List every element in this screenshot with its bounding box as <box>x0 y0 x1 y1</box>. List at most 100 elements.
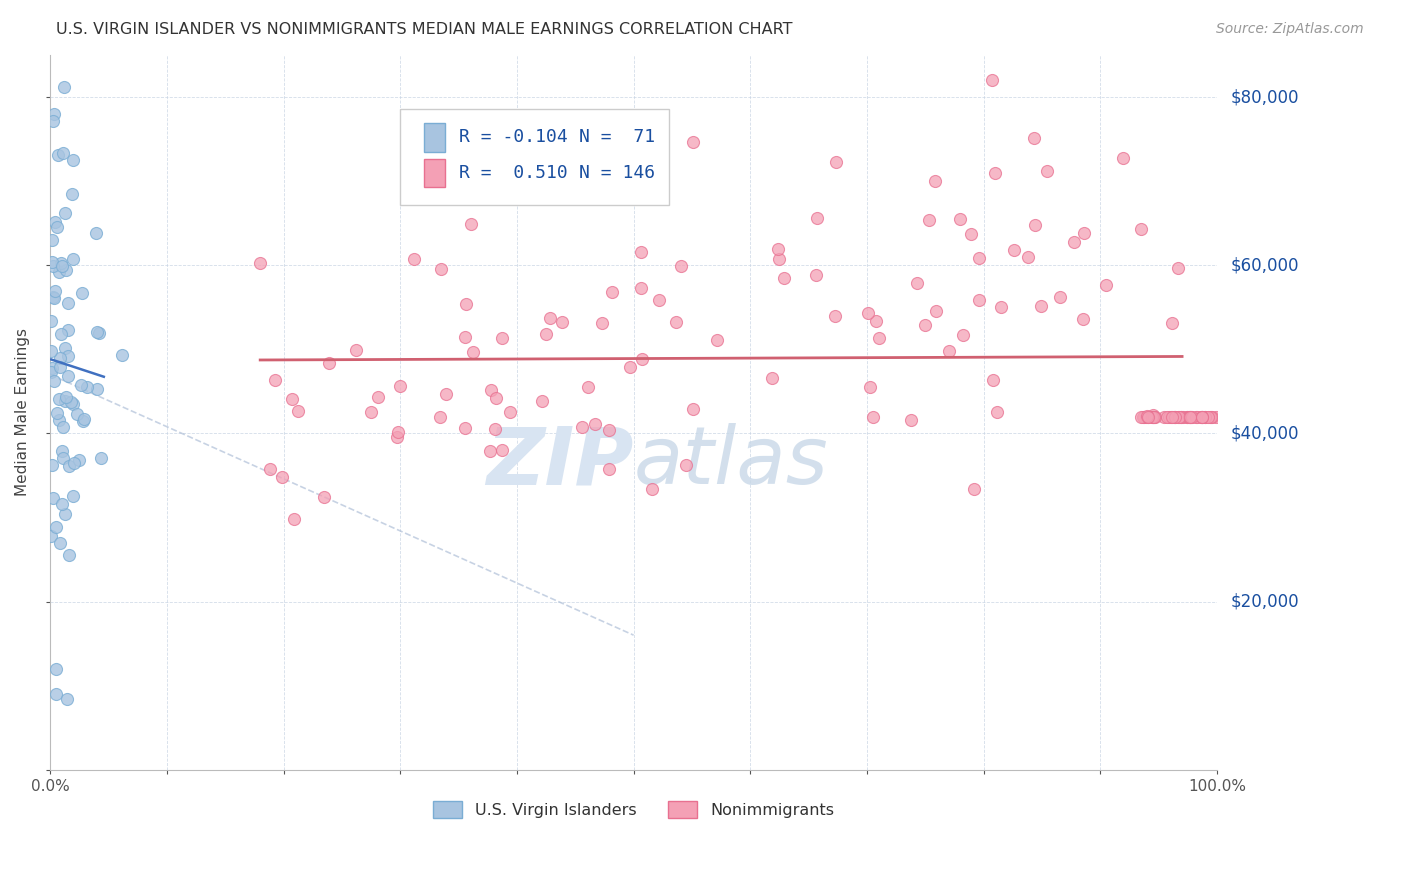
Point <box>42 114 65 128</box>
Point <box>952 327 974 342</box>
Point <box>858 306 880 320</box>
Point <box>499 405 522 419</box>
Point <box>461 345 484 359</box>
Point <box>1160 409 1182 424</box>
Point <box>56 323 79 337</box>
Point <box>766 243 789 257</box>
FancyBboxPatch shape <box>401 109 669 205</box>
Point <box>619 359 641 374</box>
Point <box>1178 409 1201 424</box>
Text: $40,000: $40,000 <box>1232 425 1299 442</box>
Point <box>264 373 287 387</box>
Point <box>641 482 664 496</box>
Point <box>1194 409 1216 424</box>
Point <box>571 419 593 434</box>
Point <box>49 256 72 270</box>
Point <box>72 414 94 428</box>
Point <box>1197 409 1219 424</box>
Point <box>967 293 990 307</box>
Point <box>600 285 623 299</box>
Point <box>1143 409 1166 424</box>
Point <box>824 310 846 324</box>
Point <box>344 343 367 357</box>
Point <box>1142 408 1164 422</box>
Point <box>1201 409 1223 424</box>
Point <box>1175 409 1198 424</box>
Point <box>387 430 409 444</box>
Point <box>682 135 704 149</box>
Point <box>478 443 501 458</box>
Point <box>583 417 606 432</box>
Point <box>45 220 67 235</box>
Point <box>1185 409 1208 424</box>
Point <box>1191 409 1213 424</box>
Point <box>280 392 302 406</box>
Point <box>53 205 76 219</box>
Point <box>1002 243 1025 257</box>
Point <box>55 263 77 277</box>
Point <box>41 360 63 375</box>
Point <box>1130 409 1153 424</box>
Point <box>491 443 513 458</box>
Point <box>1017 250 1039 264</box>
Point <box>84 226 107 240</box>
Point <box>1130 222 1153 236</box>
Point <box>51 259 73 273</box>
Point <box>924 173 946 187</box>
Point <box>51 497 73 511</box>
Point <box>825 155 848 169</box>
Point <box>1132 409 1154 424</box>
Point <box>63 456 86 470</box>
Point <box>59 394 82 409</box>
Point <box>1137 409 1160 424</box>
Point <box>89 326 111 340</box>
Text: U.S. VIRGIN ISLANDER VS NONIMMIGRANTS MEDIAN MALE EARNINGS CORRELATION CHART: U.S. VIRGIN ISLANDER VS NONIMMIGRANTS ME… <box>56 22 793 37</box>
Point <box>484 422 506 436</box>
Point <box>1163 409 1185 424</box>
Point <box>48 536 70 550</box>
Point <box>387 425 409 439</box>
Point <box>86 325 108 339</box>
Point <box>1170 409 1192 424</box>
Point <box>44 215 66 229</box>
Point <box>675 458 697 472</box>
Point <box>1136 409 1159 423</box>
Point <box>271 470 294 484</box>
Point <box>45 406 67 420</box>
Point <box>65 407 87 421</box>
Point <box>1161 316 1184 330</box>
Point <box>986 405 1008 419</box>
Point <box>948 212 970 227</box>
Point <box>1135 409 1157 424</box>
Point <box>918 213 941 227</box>
Point <box>1142 409 1164 424</box>
Point <box>1142 409 1164 424</box>
Point <box>768 252 790 267</box>
Point <box>869 331 891 345</box>
Point <box>39 343 62 358</box>
Point <box>938 344 960 359</box>
Point <box>491 331 513 345</box>
Point <box>58 349 80 363</box>
Point <box>62 153 84 167</box>
Point <box>665 315 688 329</box>
Point <box>598 462 620 476</box>
Point <box>1022 131 1045 145</box>
Point <box>62 252 84 267</box>
Point <box>1143 409 1166 424</box>
Point <box>259 462 281 476</box>
Point <box>51 444 73 458</box>
Point <box>960 227 983 241</box>
Y-axis label: Median Male Earnings: Median Male Earnings <box>15 328 30 496</box>
Point <box>648 293 671 307</box>
Point <box>360 405 382 419</box>
Point <box>249 256 271 270</box>
Point <box>1187 409 1209 424</box>
Point <box>671 259 693 273</box>
Point <box>48 392 70 406</box>
Point <box>86 382 108 396</box>
Point <box>42 290 65 304</box>
Point <box>905 276 928 290</box>
Point <box>1178 409 1201 424</box>
Point <box>454 330 477 344</box>
